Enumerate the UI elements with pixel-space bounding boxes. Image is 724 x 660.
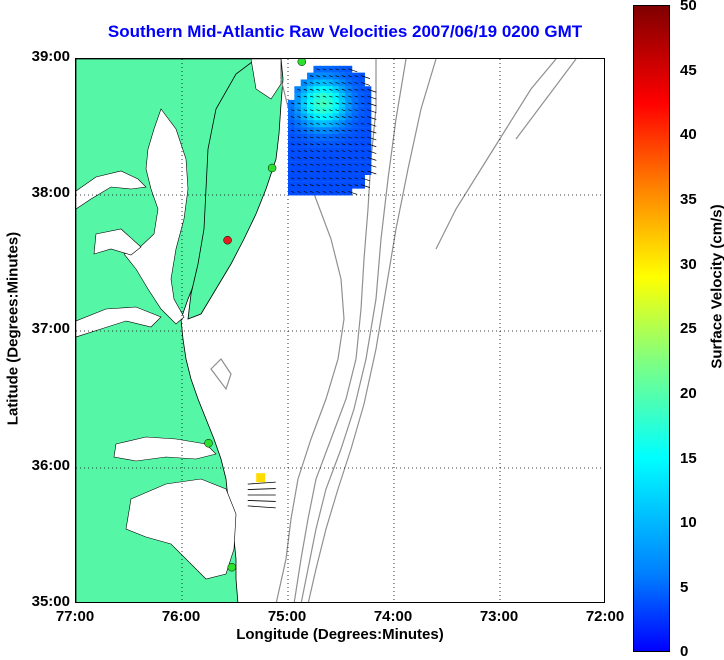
y-tick-2: 37:00 (20, 320, 70, 337)
cb-tick-10: 10 (680, 514, 720, 531)
velocity-cell (256, 473, 265, 482)
station-marker (228, 563, 236, 571)
velocity-vector (248, 506, 276, 508)
y-axis-label: Latitude (Degrees:Minutes) (5, 224, 22, 434)
colorbar-label: Surface Velocity (cm/s) (709, 162, 724, 412)
x-tick-2: 75:00 (252, 608, 322, 625)
cb-tick-15: 15 (680, 450, 720, 467)
x-tick-1: 76:00 (146, 608, 216, 625)
x-tick-4: 73:00 (464, 608, 534, 625)
x-axis-label: Longitude (Degrees:Minutes) (175, 626, 505, 643)
y-tick-1: 38:00 (20, 184, 70, 201)
x-tick-0: 77:00 (40, 608, 110, 625)
cb-tick-50: 50 (680, 0, 720, 14)
y-tick-3: 36:00 (20, 457, 70, 474)
cb-tick-5: 5 (680, 579, 720, 596)
cb-tick-40: 40 (680, 126, 720, 143)
map-canvas (76, 59, 605, 603)
chart-title: Southern Mid-Atlantic Raw Velocities 200… (60, 22, 630, 42)
velocity-vector (248, 489, 276, 490)
cb-tick-0: 0 (680, 643, 720, 660)
x-tick-5: 72:00 (570, 608, 640, 625)
map-panel (75, 58, 605, 603)
station-marker (224, 236, 232, 244)
cb-tick-45: 45 (680, 62, 720, 79)
velocity-vector (248, 482, 276, 484)
x-tick-3: 74:00 (358, 608, 428, 625)
station-marker (298, 59, 306, 66)
station-marker (205, 439, 213, 447)
y-tick-0: 39:00 (20, 48, 70, 65)
station-marker (268, 164, 276, 172)
velocity-field-north (288, 66, 376, 196)
colorbar (633, 5, 670, 652)
velocity-field-south (248, 473, 276, 508)
velocity-vector (248, 500, 276, 501)
